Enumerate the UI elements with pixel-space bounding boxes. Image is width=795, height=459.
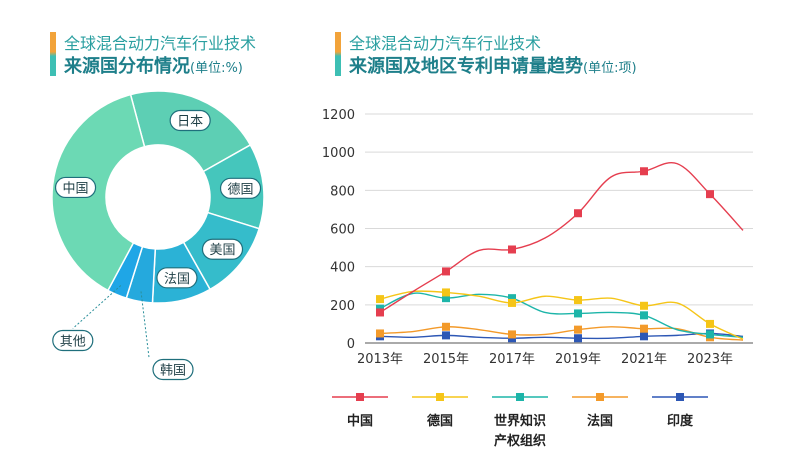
data-point-marker [508,245,516,254]
title-accent-bar [50,32,56,76]
data-point-marker [508,294,516,303]
data-point-marker [442,288,450,297]
slice-label: 中国 [63,181,89,196]
y-tick-label: 200 [330,299,355,314]
x-tick-label: 2019年 [555,352,601,367]
slice-label-box [52,329,94,352]
data-point-marker [574,209,582,218]
slice-label: 日本 [177,114,203,129]
legend-label: 中国 [347,413,373,429]
legend-marker [356,393,364,401]
data-point-marker [442,294,450,303]
line-title-unit: (单位:项) [583,61,637,76]
data-point-marker [706,190,714,199]
legend-marker [436,393,444,401]
title-accent-bar [335,32,341,76]
y-tick-label: 800 [330,184,355,199]
data-point-marker [574,334,582,343]
slice-label-box [169,109,211,132]
data-point-marker [376,295,384,304]
legend-marker [516,393,524,401]
legend-label: 世界知识 [494,413,546,429]
data-point-marker [706,319,714,328]
data-point-marker [574,325,582,334]
data-point-marker [640,332,648,341]
data-point-marker [640,311,648,320]
data-point-marker [640,167,648,176]
label-leader-line [72,285,122,329]
slice-label: 美国 [209,243,235,258]
data-point-marker [574,296,582,305]
data-point-marker [442,267,450,276]
data-point-marker [640,301,648,310]
donut-title-line2: 来源国分布情况(单位:%) [64,52,243,78]
series-line [379,162,744,314]
x-tick-label: 2021年 [621,352,667,367]
y-tick-label: 600 [330,223,355,238]
slice-label-box [201,238,244,260]
series-line [379,332,744,340]
line-title-main: 来源国及地区专利申请量趋势 [349,56,583,77]
x-tick-label: 2017年 [489,352,535,367]
data-point-marker [508,298,516,307]
legend-marker [596,393,604,401]
donut-slice [129,90,252,173]
data-point-marker [508,330,516,339]
y-tick-label: 400 [330,261,355,276]
y-tick-label: 1000 [322,146,355,161]
slice-label: 德国 [228,182,254,197]
legend-marker [676,393,684,401]
data-point-marker [376,308,384,317]
slice-label-box [54,176,97,199]
legend-label: 产权组织 [494,433,546,449]
line-title-line1: 全球混合动力汽车行业技术 [349,34,542,53]
line-chart: 0 200 400 600 800 1000 1200 2013年 2015年 2017年 2019… [322,108,753,449]
x-tick-label: 2013年 [357,352,403,367]
label-leader-line [140,291,150,358]
legend-label: 印度 [667,413,694,429]
data-point-marker [442,322,450,331]
slice-label: 法国 [164,272,190,287]
data-point-marker [376,329,384,338]
legend-label: 德国 [427,413,453,429]
x-tick-label: 2023年 [687,352,733,367]
slice-label: 其他 [60,334,86,349]
data-point-marker [574,309,582,318]
legend-label: 法国 [587,413,613,429]
data-point-marker [640,324,648,333]
donut-title-unit: (单位:%) [190,61,243,76]
slice-label-box [156,267,198,289]
donut-slice [51,93,146,292]
x-tick-label: 2015年 [423,352,469,367]
donut-title-main: 来源国分布情况 [64,56,190,77]
y-tick-label: 0 [347,337,355,352]
donut-title-line1: 全球混合动力汽车行业技术 [64,34,257,53]
line-title-line2: 来源国及地区专利申请量趋势(单位:项) [349,52,637,78]
data-point-marker [442,331,450,340]
slice-label: 韩国 [160,363,186,378]
data-point-marker [706,330,714,339]
slice-label-box [219,177,262,199]
slice-label-box [152,358,194,381]
y-tick-label: 1200 [322,108,355,123]
